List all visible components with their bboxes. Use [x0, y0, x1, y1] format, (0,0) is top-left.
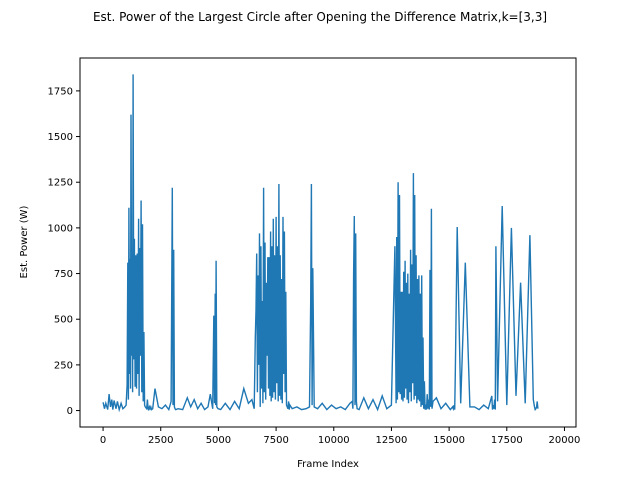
chart-title: Est. Power of the Largest Circle after O…: [93, 10, 547, 24]
plot-layer: [102, 74, 539, 413]
x-tick-label: 20000: [549, 435, 581, 446]
data-series-line-0: [102, 74, 539, 413]
x-tick-label: 0: [100, 435, 106, 446]
y-tick-label: 750: [54, 269, 73, 280]
axes-frame: [79, 57, 577, 428]
y-axis-label: Est. Power (W): [19, 205, 30, 278]
y-tick-label: 1000: [48, 223, 73, 234]
y-tick-label: 500: [54, 315, 73, 326]
y-axis-ticks: 0 250 500 750 1000 1250 1500 1750: [48, 86, 80, 417]
x-tick-label: 10000: [318, 435, 350, 446]
x-tick-label: 2500: [148, 435, 173, 446]
y-tick-label: 0: [67, 406, 73, 417]
x-tick-label: 5000: [206, 435, 231, 446]
y-tick-label: 250: [54, 360, 73, 371]
x-tick-label: 7500: [263, 435, 288, 446]
x-tick-label: 12500: [376, 435, 408, 446]
y-tick-label: 1500: [48, 132, 73, 143]
x-axis-label: Frame Index: [297, 459, 359, 470]
x-axis-ticks: 0 2500 5000 7500 10000 12500 15000 17500 20000: [100, 427, 580, 446]
y-tick-label: 1250: [48, 178, 73, 189]
x-tick-label: 15000: [433, 435, 465, 446]
y-tick-label: 1750: [48, 86, 73, 97]
x-tick-label: 17500: [491, 435, 523, 446]
